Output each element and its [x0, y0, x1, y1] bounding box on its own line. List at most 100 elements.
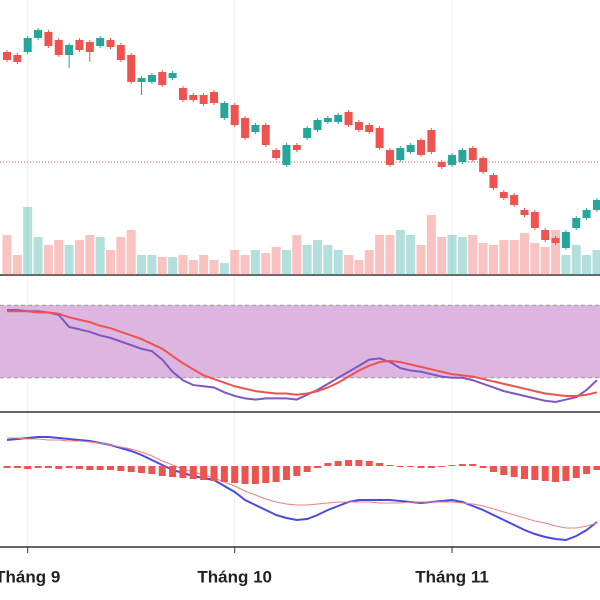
volume-bar: [116, 237, 126, 275]
histogram-bar: [479, 466, 487, 468]
volume-bar: [126, 230, 136, 275]
candle-body: [323, 118, 332, 122]
histogram-bar: [531, 466, 539, 480]
candle-body: [468, 148, 477, 160]
volume-bar: [478, 243, 488, 275]
volume-bar: [219, 263, 229, 275]
histogram-bar: [469, 464, 477, 466]
histogram-bar: [241, 466, 249, 484]
candle-body: [530, 212, 539, 228]
volume-bar: [416, 245, 426, 275]
histogram-bar: [179, 466, 187, 478]
histogram-bar: [65, 466, 73, 468]
candle-body: [96, 38, 105, 46]
candle-body: [13, 55, 22, 62]
volume-bar: [540, 247, 550, 275]
volume-bar: [178, 255, 188, 275]
histogram-bar: [272, 466, 280, 482]
histogram-bar: [96, 466, 104, 470]
volume-bar: [457, 237, 467, 275]
candle-body: [582, 210, 591, 218]
histogram-bar: [138, 466, 146, 473]
volume-bar: [406, 235, 416, 275]
candle-body: [220, 103, 229, 118]
volume-bar: [375, 235, 385, 275]
volume-bar: [364, 250, 374, 275]
volume-bar: [385, 235, 395, 275]
histogram-bar: [107, 466, 114, 470]
candle-body: [313, 120, 322, 130]
candle-body: [448, 155, 457, 165]
histogram-bar: [489, 466, 497, 472]
histogram-bar: [44, 466, 52, 468]
candle-body: [489, 175, 498, 188]
volume-bar: [530, 243, 540, 275]
candle-body: [106, 40, 115, 47]
histogram-bar: [75, 466, 83, 469]
volume-bar: [157, 257, 167, 275]
histogram-bar: [231, 466, 239, 483]
histogram-bar: [55, 466, 63, 469]
candle-body: [344, 112, 353, 125]
candle-body: [178, 88, 187, 100]
histogram-bar: [324, 463, 332, 466]
candle-body: [520, 210, 529, 215]
candle-body: [396, 148, 405, 160]
volume-bar: [209, 260, 219, 275]
histogram-bar: [562, 466, 570, 481]
histogram-bar: [3, 466, 11, 468]
histogram-bar: [303, 466, 311, 472]
histogram-bar: [200, 466, 208, 480]
candle-body: [479, 158, 488, 172]
candle-body: [437, 162, 446, 167]
volume-bar: [147, 255, 157, 275]
histogram-bar: [510, 466, 518, 477]
histogram-bar: [210, 466, 218, 481]
candle-body: [458, 150, 467, 162]
histogram-bar: [448, 465, 456, 466]
candle-body: [303, 128, 312, 138]
histogram-bar: [583, 466, 591, 474]
candle-body: [147, 75, 156, 82]
candle-body: [510, 195, 519, 205]
volume-bar: [261, 253, 271, 275]
histogram-bar: [117, 466, 125, 471]
histogram-bar: [417, 466, 425, 468]
histogram-bar: [386, 465, 394, 466]
candle-body: [334, 115, 343, 122]
volume-bar: [168, 257, 178, 275]
histogram-bar: [521, 466, 528, 479]
histogram-bar: [13, 466, 21, 468]
histogram-bar: [376, 463, 384, 466]
volume-bar: [281, 250, 291, 275]
volume-bar: [302, 245, 312, 275]
volume-bar: [323, 245, 333, 275]
candle-body: [427, 130, 436, 152]
volume-bar: [230, 250, 240, 275]
histogram-bar: [427, 466, 435, 468]
volume-bar: [551, 230, 561, 275]
histogram-bar: [189, 466, 197, 479]
candle-body: [116, 45, 125, 60]
candle-body: [354, 122, 363, 130]
histogram-bar: [158, 466, 166, 476]
candle-body: [375, 128, 384, 148]
candle-body: [65, 45, 74, 55]
volume-bar: [12, 255, 22, 275]
oscillator-line: [7, 310, 598, 397]
candle-body: [406, 145, 415, 152]
x-tick-label: Tháng 9: [0, 567, 60, 586]
candle-body: [541, 230, 550, 240]
candle-body: [168, 73, 177, 78]
histogram-bar: [314, 466, 321, 468]
histogram-bar: [251, 466, 259, 484]
histogram-bar: [365, 461, 373, 466]
oscillator-line: [7, 309, 598, 404]
histogram-bar: [593, 466, 600, 470]
histogram-bar: [24, 466, 32, 469]
candle-body: [261, 125, 270, 145]
volume-bar: [95, 237, 105, 275]
candle-body: [272, 150, 281, 158]
macd-line: [7, 437, 598, 529]
